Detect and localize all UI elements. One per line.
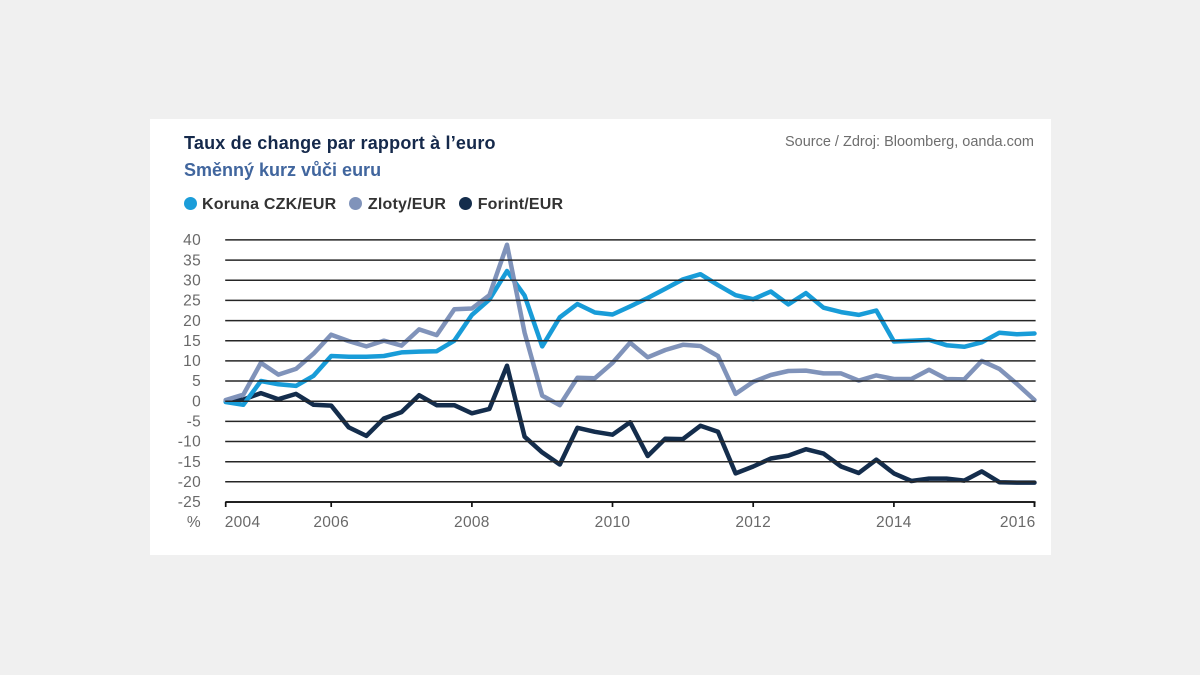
svg-text:10: 10 [183,353,201,370]
svg-text:2008: 2008 [454,514,490,531]
svg-text:-20: -20 [178,474,201,491]
svg-text:-10: -10 [178,434,201,451]
svg-text:2016: 2016 [1000,514,1036,531]
svg-text:%: % [187,514,201,531]
svg-text:2010: 2010 [595,514,631,531]
svg-text:2012: 2012 [735,514,771,531]
svg-text:15: 15 [183,333,201,350]
svg-text:-15: -15 [178,454,201,471]
svg-text:20: 20 [183,313,201,330]
svg-text:25: 25 [183,293,201,310]
svg-text:2006: 2006 [313,514,349,531]
svg-text:5: 5 [192,373,201,390]
svg-text:40: 40 [183,232,201,249]
svg-text:-25: -25 [178,494,201,511]
svg-text:-5: -5 [187,414,201,431]
svg-text:35: 35 [183,252,201,269]
svg-text:2014: 2014 [876,514,912,531]
svg-text:30: 30 [183,272,201,289]
svg-text:2004: 2004 [225,514,261,531]
svg-text:0: 0 [192,393,201,410]
